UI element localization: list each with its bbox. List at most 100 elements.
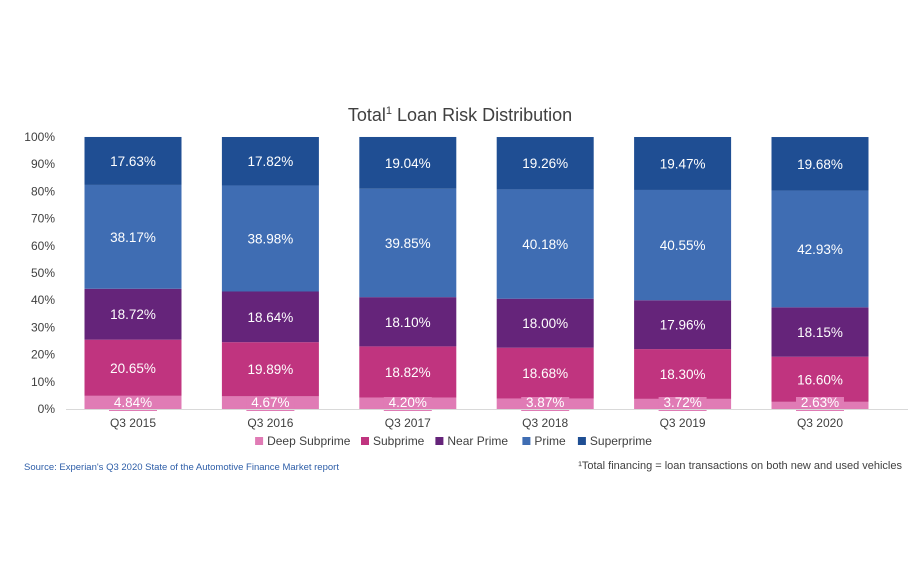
legend-swatch [435,437,444,445]
data-label: 18.72% [110,307,156,322]
legend-label: Near Prime [447,434,508,448]
data-label: 18.64% [248,310,294,325]
x-axis: Q3 2015 Q3 2016 Q3 2017 Q3 2018 Q3 2019 Q3 20… [66,409,908,430]
data-label: 16.60% [797,372,843,387]
x-tick-label: Q3 2015 [110,416,156,430]
data-label-box [246,397,295,411]
legend-label: Deep Subprime [267,434,351,448]
data-label: 18.10% [385,315,431,330]
bar-segment [771,137,869,191]
legend-swatch [361,437,369,445]
bar-segment [634,349,732,399]
bar-segment [221,291,319,343]
legend-label: Subprime [373,434,425,448]
data-label: 4.20% [389,395,427,410]
y-tick-label: 80% [31,184,55,198]
data-label-box [521,397,570,411]
legend-swatch [255,437,264,445]
y-tick-label: 100% [24,130,55,144]
legend: Deep Subprime Subprime Near Prime Prime Supe… [255,434,652,448]
data-label: 42.93% [797,242,843,257]
x-tick-label: Q3 2020 [797,416,843,430]
bar-segment [84,136,182,185]
y-tick-label: 0% [38,402,56,416]
legend-swatch [577,437,586,445]
y-tick-label: 30% [31,320,55,334]
data-label: 4.67% [251,395,289,410]
data-label: 19.04% [385,156,431,171]
data-label: 18.68% [522,366,568,381]
data-label: 20.65% [110,361,156,376]
bar-segment [221,185,319,292]
y-tick-label: 90% [31,157,55,171]
bar-segment [359,297,457,347]
bar-segment [359,136,457,189]
data-label: 4.84% [114,395,152,410]
data-label: 19.47% [660,156,706,171]
bar-segment [496,298,594,348]
bar-segment [359,188,457,298]
bar-segment [496,137,594,190]
legend-label: Prime [534,434,566,448]
legend-item: Deep Subprime [255,434,351,448]
legend-item: Subprime [361,434,425,448]
data-label: 40.18% [522,237,568,252]
bar-segment [496,189,594,299]
bar-segment [634,189,732,301]
y-tick-label: 50% [31,266,55,280]
chart-title: Total1 Loan Risk Distribution [348,105,572,125]
y-axis: 0% 10% 20% 30% 40% 50% 60% 70% 80% 90% 100% [24,130,55,416]
data-label: 18.00% [522,316,568,331]
legend-item: Prime [522,434,566,448]
y-tick-label: 20% [31,348,55,362]
footnote: ¹Total financing = loan transactions on … [578,460,902,472]
bar-segment [84,288,182,340]
bar-segment [634,300,732,350]
x-tick-label: Q3 2017 [385,416,431,430]
data-label: 38.98% [248,231,294,246]
data-label: 19.26% [522,156,568,171]
bar-segment [496,347,594,399]
data-label-box [383,397,432,411]
x-tick-label: Q3 2018 [522,416,568,430]
data-label: 17.63% [110,154,156,169]
data-labels: 4.84% 20.65% 18.72% 38.17% 17.63% 4.67% 19.89%… [109,154,844,411]
bar-segment [221,342,319,397]
data-label: 18.30% [660,367,706,382]
data-label: 17.82% [248,154,294,169]
data-label: 17.96% [660,318,706,333]
bar-segment [359,346,457,398]
data-label: 18.82% [385,365,431,380]
data-label: 38.17% [110,230,156,245]
bars [84,136,869,409]
legend-label: Superprime [590,434,652,448]
bar-segment [634,137,732,190]
data-label: 19.89% [248,362,294,377]
data-label-box [796,397,844,411]
y-tick-label: 60% [31,239,55,253]
source-note: Source: Experian's Q3 2020 State of the … [24,462,339,473]
data-label: 19.68% [797,157,843,172]
legend-item: Superprime [577,434,652,448]
data-label: 39.85% [385,236,431,251]
x-tick-label: Q3 2016 [247,416,293,430]
legend-swatch [522,437,531,445]
data-label: 18.15% [797,325,843,340]
y-tick-label: 10% [31,375,55,389]
data-label-box [109,397,157,411]
data-label-box [658,397,707,411]
bar-segment [84,339,182,396]
data-label: 3.87% [526,395,564,410]
bar-segment [771,190,869,308]
data-label: 40.55% [660,238,706,253]
bar-segment [84,184,182,289]
bar-segment [771,307,869,357]
data-label: 2.63% [801,395,839,410]
y-tick-label: 70% [31,212,55,226]
x-tick-label: Q3 2019 [660,416,706,430]
y-tick-label: 40% [31,293,55,307]
data-label: 3.72% [663,395,701,410]
legend-item: Near Prime [435,434,508,448]
bar-segment [771,356,869,402]
